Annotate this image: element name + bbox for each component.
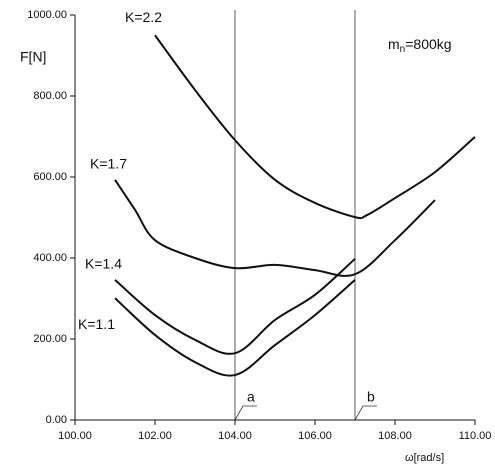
annotation-main: m [388, 36, 400, 52]
marker-pointer [234, 405, 257, 421]
x-tick-label: 104.00 [218, 430, 252, 442]
annotation-rest: =800kg [405, 36, 451, 52]
annotation: mn=800kg [388, 36, 452, 55]
series-label: K=1.7 [90, 156, 127, 172]
series-label: K=2.2 [125, 9, 162, 25]
x-tick-label: 102.00 [138, 430, 172, 442]
x-tick-label: 100.00 [58, 430, 92, 442]
y-axis-label: F[N] [20, 49, 46, 65]
y-tick-label: 400.00 [33, 252, 67, 264]
y-tick-label: 600.00 [33, 171, 67, 183]
marker-label: a [247, 389, 255, 405]
series-label: K=1.1 [78, 316, 115, 332]
annotation-sub: n [400, 44, 406, 55]
x-tick-label: 108.00 [378, 430, 412, 442]
x-tick-label: 110.00 [459, 430, 492, 442]
series-label: K=1.4 [85, 256, 122, 272]
y-tick-label: 800.00 [33, 90, 67, 102]
y-tick-label: 1000.00 [27, 9, 67, 21]
series-line [114, 258, 356, 355]
marker-pointer [354, 405, 377, 421]
series-line [114, 179, 436, 277]
series-line [154, 34, 476, 220]
series-line [114, 279, 356, 377]
y-tick-label: 200.00 [33, 333, 67, 345]
x-axis-label: ω[rad/s] [405, 452, 444, 464]
marker-label: b [367, 389, 375, 405]
x-tick-label: 106.00 [298, 430, 332, 442]
y-tick-label: 0.00 [46, 414, 67, 426]
